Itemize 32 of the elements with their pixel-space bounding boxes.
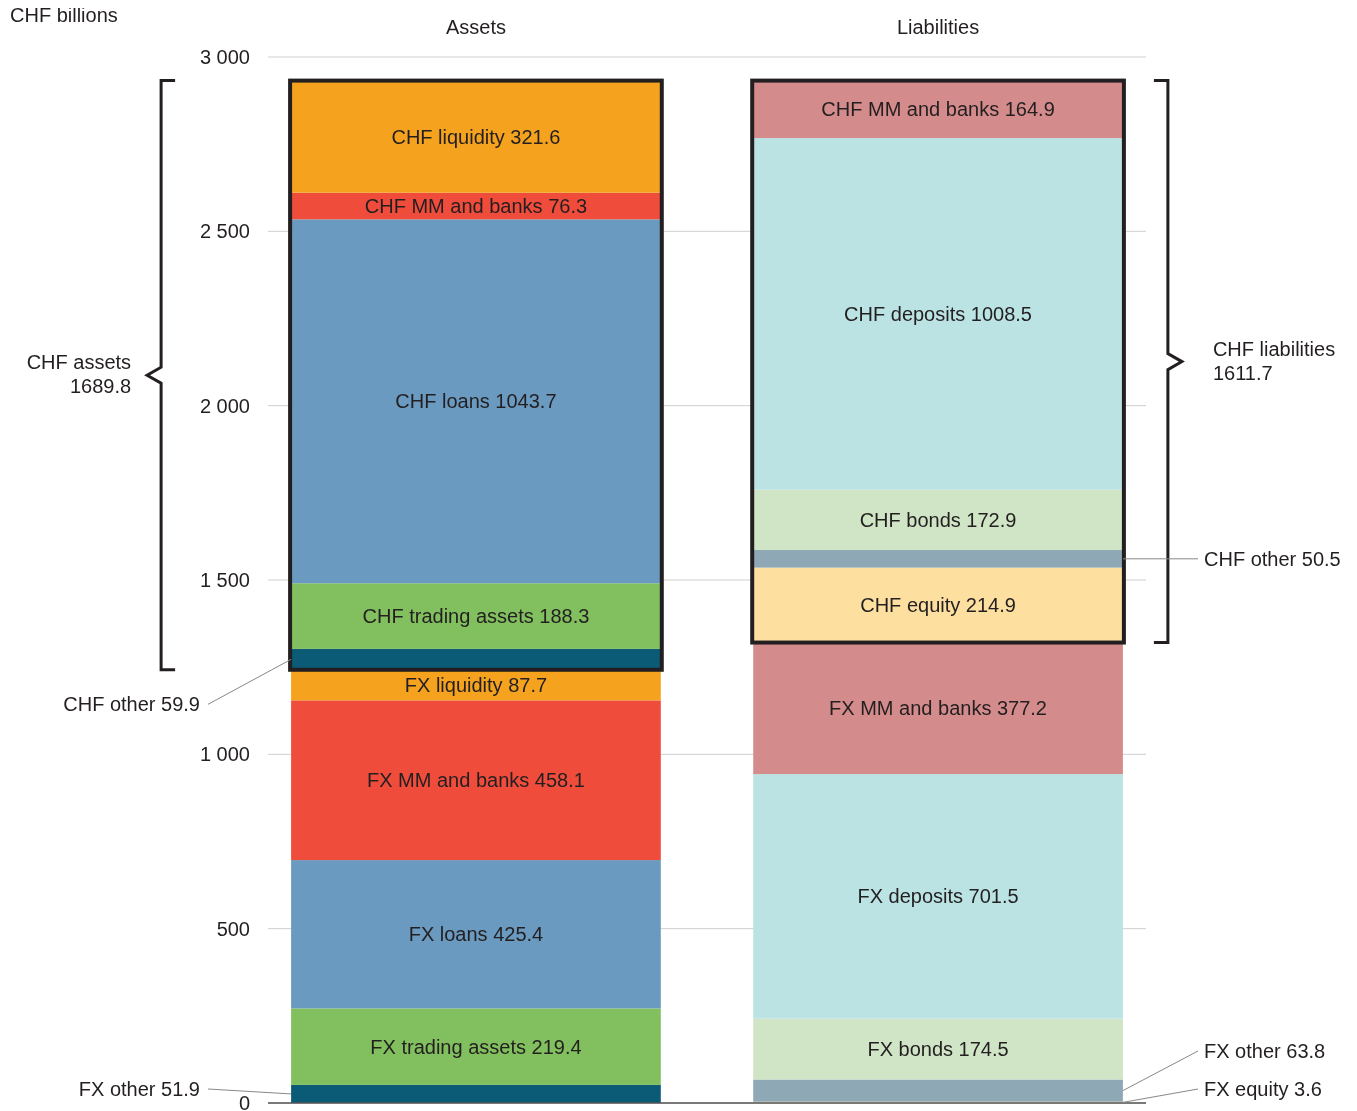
data-label: CHF equity 214.9 [860,594,1016,617]
data-label: FX equity 3.6 [1204,1078,1322,1100]
data-label: CHF deposits 1008.5 [844,302,1032,325]
data-label: FX other 51.9 [78,1078,200,1100]
text: CHF liabilities 1611.7 [1212,337,1336,384]
data-label: FX loans 425.4 [408,923,544,946]
data-label: CHF liquidity 321.6 [391,125,561,148]
data-label: FX other 63.8 [1204,1040,1326,1062]
x-tick-label: Liabilities [896,16,980,38]
y-tick-label: 0 [238,1092,250,1111]
y-tick-label: 2 500 [199,220,250,243]
data-label: FX MM and banks 377.2 [829,697,1047,720]
data-label: CHF other 50.5 [1204,547,1341,570]
y-tick-label: 2 000 [199,394,250,417]
data-label: CHF loans 1043.7 [395,390,557,413]
text: CHF assets 1689.8 [26,351,132,398]
x-tick-label: Assets [445,16,506,38]
y-tick-label: 1 000 [199,743,250,766]
data-label: FX MM and banks 458.1 [367,769,585,792]
data-label: FX liquidity 87.7 [404,674,548,697]
data-label: CHF MM and banks 76.3 [364,195,588,218]
data-label: CHF bonds 172.9 [859,508,1017,531]
data-label: FX trading assets 219.4 [370,1035,582,1058]
y-tick-label: 500 [216,917,250,940]
data-label: CHF trading assets 188.3 [362,605,590,628]
y-tick-label: 3 000 [199,46,250,68]
data-label: CHF other 59.9 [63,693,200,716]
data-label: FX bonds 174.5 [867,1038,1009,1061]
y-axis-title: CHF billions [10,4,118,26]
data-label: FX deposits 701.5 [857,885,1019,908]
data-label: CHF MM and banks 164.9 [821,98,1055,121]
y-tick-label: 1 500 [199,569,250,591]
